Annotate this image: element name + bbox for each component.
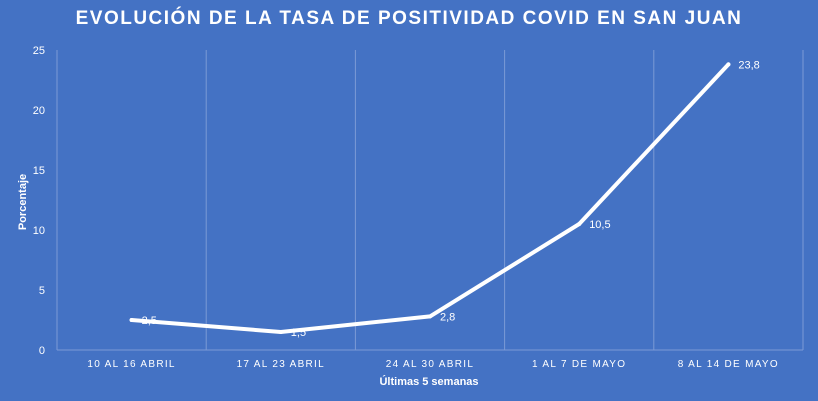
data-point [428, 314, 432, 319]
data-point [577, 222, 582, 226]
data-label: 10,5 [589, 219, 610, 231]
data-label: 23,8 [738, 59, 759, 71]
data-point [278, 330, 283, 334]
chart-title: EVOLUCIÓN DE LA TASA DE POSITIVIDAD COVI… [75, 8, 743, 29]
x-tick-label: 17 AL 23 ABRIL [237, 359, 325, 370]
x-tick-label: 10 AL 16 ABRIL [87, 359, 175, 370]
data-label: 1,5 [291, 327, 306, 339]
y-tick-label: 20 [33, 105, 45, 117]
x-axis-title: Últimas 5 semanas [379, 375, 478, 388]
y-tick-label: 15 [33, 165, 45, 177]
series-line [129, 62, 731, 334]
y-tick-label: 25 [33, 45, 45, 57]
x-tick-label: 1 AL 7 DE MAYO [532, 359, 626, 370]
x-tick-label: 24 AL 30 ABRIL [386, 359, 474, 370]
x-tick-label: 8 AL 14 DE MAYO [678, 359, 779, 370]
data-point [129, 318, 134, 322]
data-label: 2,5 [142, 315, 157, 327]
data-point [726, 62, 731, 67]
y-tick-label: 5 [39, 285, 45, 297]
y-tick-label: 10 [33, 225, 45, 237]
y-axis-title: Porcentaje [17, 174, 29, 230]
data-label: 2,8 [440, 311, 455, 323]
y-tick-label: 0 [39, 345, 45, 357]
